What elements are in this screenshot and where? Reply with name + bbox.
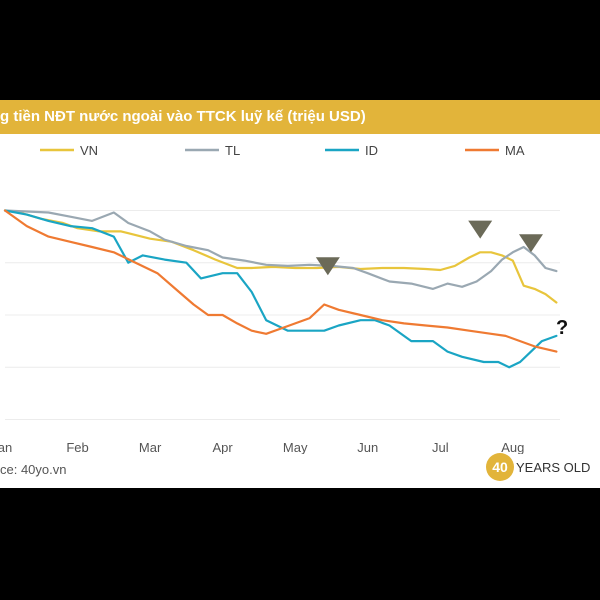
brand-text: YEARS OLD: [516, 459, 591, 475]
title-bar: g tiền NĐT nước ngoài vào TTCK luỹ kế (t…: [0, 100, 600, 134]
legend-label-vn: VN: [80, 143, 98, 158]
gridlines: [5, 209, 560, 421]
triangle-marker-2: [468, 220, 493, 239]
legend-label-ma: MA: [505, 143, 525, 158]
x-tick-label-7: Aug: [501, 440, 524, 454]
triangle-marker-1: [315, 257, 340, 276]
x-tick-label-5: Jun: [357, 440, 378, 454]
triangle-marker-3: [518, 234, 543, 253]
series-lines: [3, 209, 558, 369]
brand-badge: 40: [486, 453, 514, 481]
legend-label-tl: TL: [225, 143, 240, 158]
brand-logo: 40 YEARS OLD: [486, 453, 590, 481]
series-line-tl: [3, 209, 558, 290]
annotation-markers: ?: [315, 220, 568, 339]
chart-card: g tiền NĐT nước ngoài vào TTCK luỹ kế (t…: [0, 100, 600, 488]
source-note: ce: 40yo.vn: [0, 462, 67, 477]
x-tick-label-4: May: [283, 440, 308, 454]
x-tick-label-2: Mar: [139, 440, 162, 454]
line-chart: VN TL ID MA ? an Feb Mar Apr May Jun Jul Aug: [0, 143, 568, 454]
x-tick-label-6: Jul: [432, 440, 449, 454]
question-mark-annotation: ?: [556, 317, 568, 339]
x-tick-label-1: Feb: [66, 440, 88, 454]
series-line-ma: [3, 209, 558, 353]
legend-label-id: ID: [365, 143, 378, 158]
x-tick-label-3: Apr: [213, 440, 234, 454]
x-axis-ticks: an Feb Mar Apr May Jun Jul Aug: [0, 440, 524, 454]
legend: VN TL ID MA: [40, 143, 525, 158]
chart-title: g tiền NĐT nước ngoài vào TTCK luỹ kế (t…: [0, 108, 366, 125]
x-tick-label-0: an: [0, 440, 12, 454]
series-line-id: [3, 209, 558, 369]
